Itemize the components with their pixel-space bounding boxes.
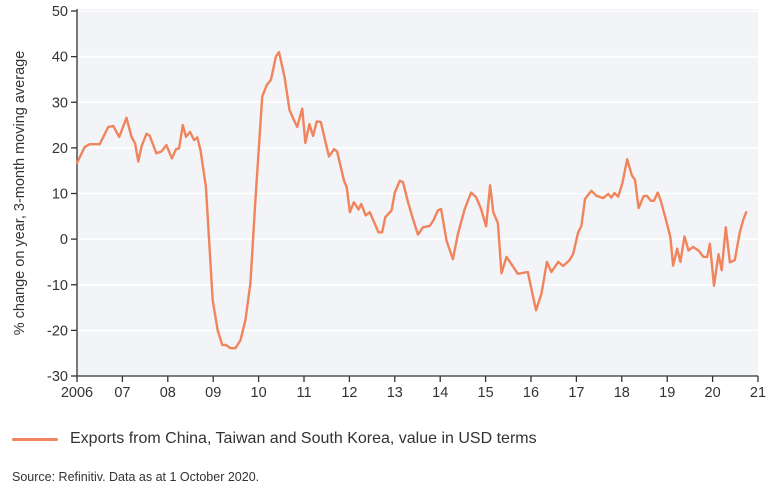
y-tick-label: -20 — [47, 323, 68, 339]
y-tick-label: 20 — [52, 141, 68, 157]
y-tick-label: 50 — [52, 4, 68, 20]
plot-background — [77, 9, 758, 376]
x-tick-label: 10 — [251, 385, 267, 401]
series-lines — [75, 50, 748, 350]
x-tick-label: 09 — [205, 385, 221, 401]
x-tick-label: 15 — [478, 385, 494, 401]
x-tick-label: 21 — [750, 385, 766, 401]
x-tick-label: 16 — [523, 385, 539, 401]
line-chart: -30 -20 -10 0 10 20 30 40 50 2006 07 08 09 10 11 12 13 1… — [12, 4, 766, 401]
x-tick-label: 2006 — [61, 385, 93, 401]
x-tick-label: 17 — [568, 385, 584, 401]
series-line — [75, 50, 748, 350]
legend-swatch — [12, 437, 58, 441]
x-tick-label: 08 — [160, 385, 176, 401]
x-tick-label: 07 — [114, 385, 130, 401]
y-tick-label: 10 — [52, 187, 68, 203]
legend-label: Exports from China, Taiwan and South Kor… — [70, 430, 537, 447]
x-tick-labels: 2006 07 08 09 10 11 12 13 14 15 16 17 18 19 20 21 — [61, 385, 766, 401]
y-tick-label: -10 — [47, 278, 68, 294]
y-tick-label: 0 — [60, 232, 68, 248]
y-tick-label: 30 — [52, 95, 68, 111]
y-tick-label: -30 — [47, 369, 68, 385]
x-tick-label: 11 — [296, 385, 311, 401]
axes — [71, 9, 759, 382]
y-axis-label: % change on year, 3-month moving average — [12, 51, 28, 336]
x-tick-label: 18 — [614, 385, 630, 401]
x-tick-label: 12 — [341, 385, 357, 401]
gridlines — [77, 10, 758, 332]
x-tick-label: 13 — [387, 385, 403, 401]
x-tick-label: 20 — [705, 385, 721, 401]
x-tick-label: 19 — [659, 385, 675, 401]
source-note: Source: Refinitiv. Data as at 1 October … — [12, 470, 260, 484]
x-tick-label: 14 — [432, 385, 448, 401]
legend: Exports from China, Taiwan and South Kor… — [12, 430, 537, 448]
y-tick-labels: -30 -20 -10 0 10 20 30 40 50 — [47, 4, 68, 385]
y-tick-label: 40 — [52, 50, 68, 66]
